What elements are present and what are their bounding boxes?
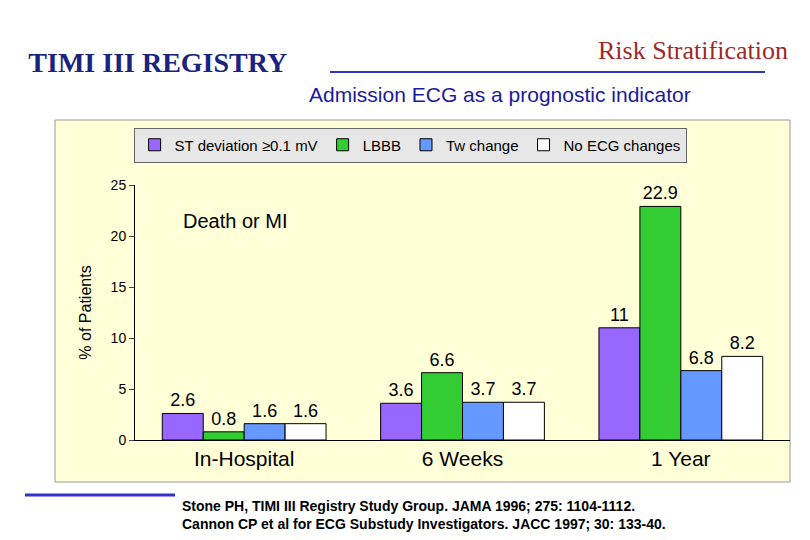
svg-text:Tw change: Tw change <box>446 137 519 154</box>
svg-text:6 Weeks: 6 Weeks <box>422 447 503 470</box>
svg-text:3.7: 3.7 <box>511 379 536 399</box>
svg-text:In-Hospital: In-Hospital <box>194 447 294 470</box>
svg-text:LBBB: LBBB <box>363 137 401 154</box>
svg-text:2.6: 2.6 <box>170 390 195 410</box>
svg-text:3.7: 3.7 <box>470 379 495 399</box>
svg-text:25: 25 <box>111 177 127 193</box>
svg-text:5: 5 <box>118 381 126 397</box>
svg-text:ST deviation ≥0.1 mV: ST deviation ≥0.1 mV <box>175 137 318 154</box>
svg-text:% of Patients: % of Patients <box>77 265 94 359</box>
svg-text:8.2: 8.2 <box>730 333 755 353</box>
svg-text:TIMI III REGISTRY: TIMI III REGISTRY <box>28 47 287 78</box>
svg-text:Admission ECG as a prognostic: Admission ECG as a prognostic indicator <box>309 83 691 106</box>
svg-text:0.8: 0.8 <box>211 409 236 429</box>
svg-text:10: 10 <box>111 330 127 346</box>
svg-text:0: 0 <box>118 432 126 448</box>
svg-text:1.6: 1.6 <box>293 401 318 421</box>
svg-text:3.6: 3.6 <box>389 380 414 400</box>
svg-text:6.6: 6.6 <box>430 350 455 370</box>
svg-text:Death or MI: Death or MI <box>183 210 287 232</box>
svg-text:11: 11 <box>610 305 629 325</box>
svg-text:1 Year: 1 Year <box>651 447 711 470</box>
svg-text:1.6: 1.6 <box>252 401 277 421</box>
svg-text:6.8: 6.8 <box>689 348 714 368</box>
svg-text:Stone PH, TIMI III Registry St: Stone PH, TIMI III Registry Study Group.… <box>182 498 666 532</box>
svg-text:No ECG changes: No ECG changes <box>564 137 681 154</box>
svg-text:Risk Stratification: Risk Stratification <box>598 36 788 65</box>
svg-text:20: 20 <box>111 228 127 244</box>
svg-text:22.9: 22.9 <box>643 183 678 203</box>
svg-text:15: 15 <box>111 279 127 295</box>
